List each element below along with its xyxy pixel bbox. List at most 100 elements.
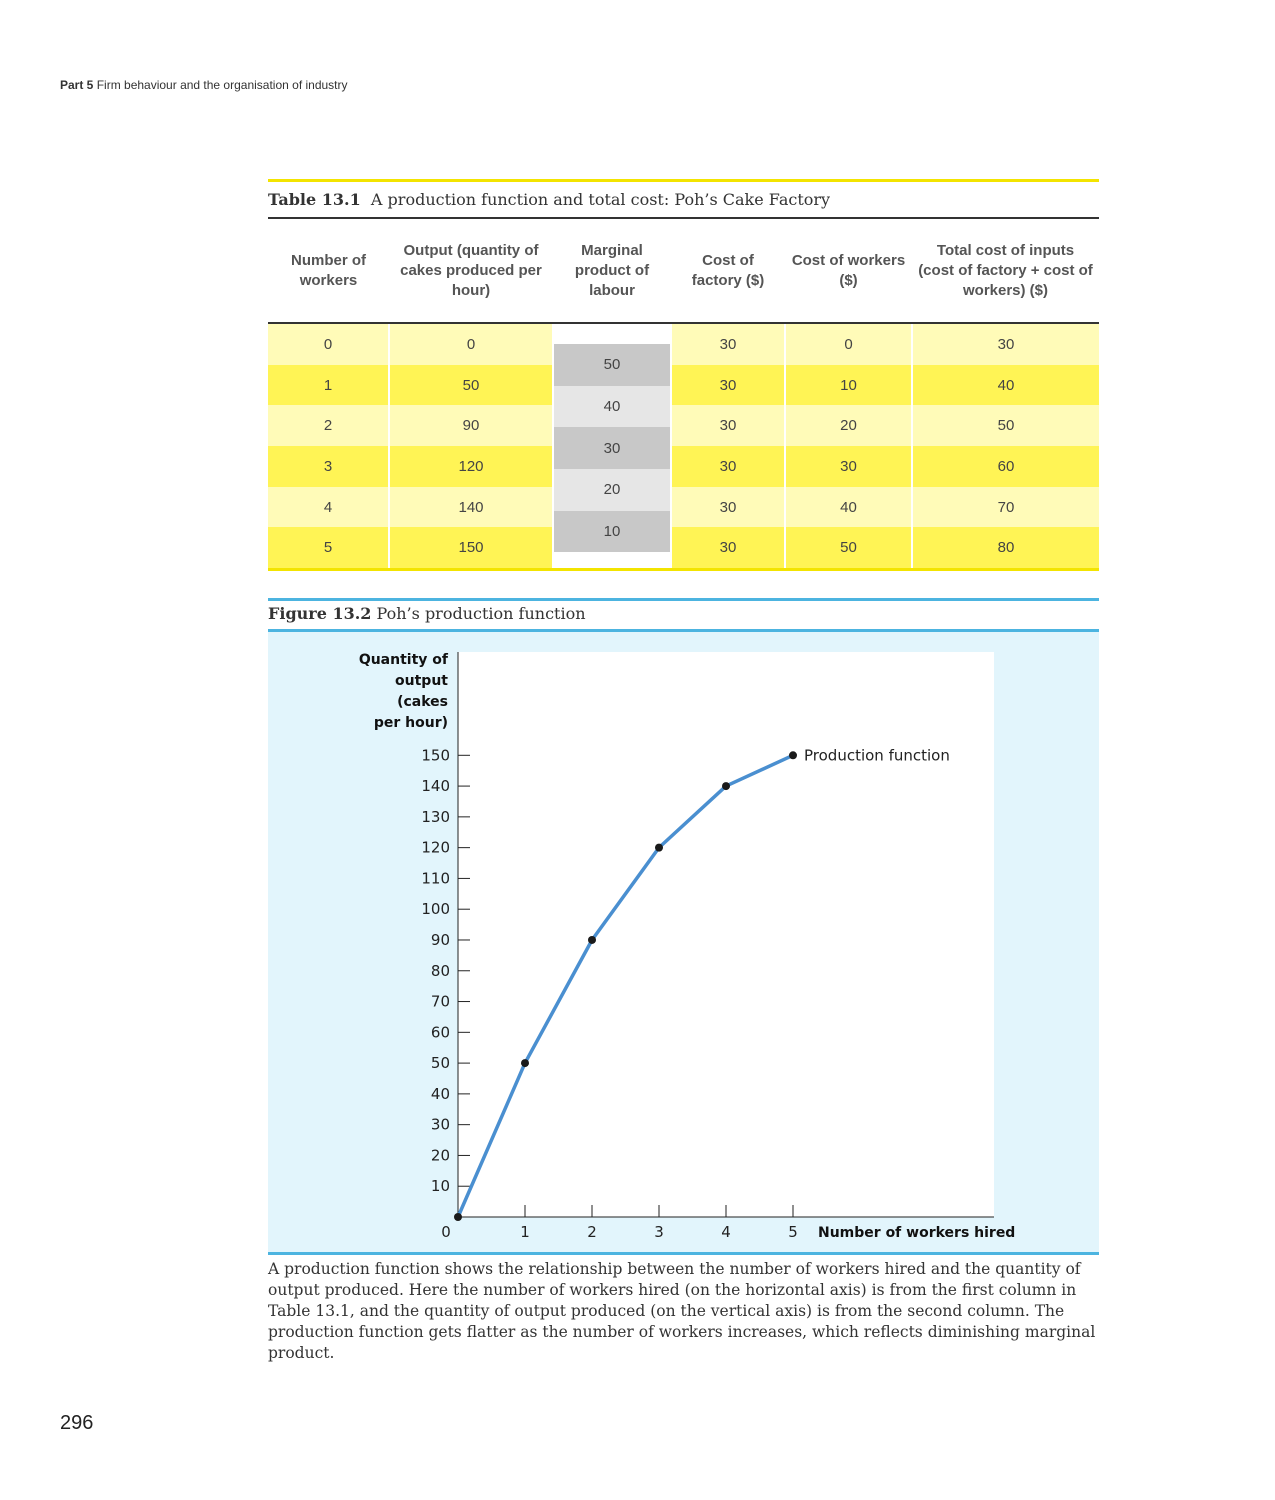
x-tick-label: 1 bbox=[520, 1223, 530, 1241]
cell-factory-cost: 30 bbox=[671, 527, 786, 569]
x-tick-label: 2 bbox=[587, 1223, 597, 1241]
running-head: Part 5 Firm behaviour and the organisati… bbox=[60, 78, 348, 92]
cell-marginal-product bbox=[553, 364, 672, 406]
data-point bbox=[588, 935, 596, 944]
cell-workers: 2 bbox=[268, 405, 390, 447]
cell-workers: 4 bbox=[268, 486, 390, 528]
cell-factory-cost: 30 bbox=[671, 446, 786, 487]
cell-output: 150 bbox=[389, 527, 554, 569]
cell-marginal-product bbox=[553, 446, 672, 487]
series-line bbox=[456, 753, 794, 1218]
y-tick-label: 20 bbox=[431, 1146, 450, 1164]
table-title: A production function and total cost: Po… bbox=[370, 190, 831, 209]
y-axis-label: per hour) bbox=[374, 715, 448, 731]
cell-worker-cost: 20 bbox=[785, 405, 913, 447]
table-row: 2 90 30 20 50 bbox=[268, 405, 1099, 447]
table-label: Table 13.1 bbox=[268, 190, 361, 209]
cell-total-cost: 30 bbox=[912, 323, 1099, 365]
cell-marginal-product bbox=[553, 405, 672, 447]
y-tick-label: 80 bbox=[431, 962, 450, 980]
header-total-cost: Total cost of inputs (cost of factory + … bbox=[912, 219, 1099, 324]
table-caption: Table 13.1 A production function and tot… bbox=[268, 182, 1099, 219]
cell-marginal-product bbox=[553, 486, 672, 528]
cell-factory-cost: 30 bbox=[671, 364, 786, 406]
y-axis-label: (cakes bbox=[397, 694, 448, 710]
production-function-chart: 10 20 30 40 50 60 70 80 90 100 110 120 130 140 150 0 1 2 3… bbox=[359, 652, 1015, 1241]
cell-workers: 1 bbox=[268, 364, 390, 406]
production-table: Number of workers Output (quantity of ca… bbox=[268, 219, 1099, 569]
cell-workers: 5 bbox=[268, 527, 390, 569]
cell-total-cost: 60 bbox=[912, 446, 1099, 487]
table-row: 3 120 30 30 60 bbox=[268, 446, 1099, 487]
part-label: Part 5 bbox=[60, 78, 94, 92]
figure-13-2: Figure 13.2 Poh’s production function 10… bbox=[268, 598, 1099, 1255]
data-point bbox=[789, 751, 797, 760]
page-number: 296 bbox=[60, 1412, 94, 1434]
y-tick-label: 130 bbox=[421, 808, 450, 826]
data-point bbox=[521, 1059, 529, 1068]
cell-output: 50 bbox=[389, 364, 554, 406]
table-13-1: Table 13.1 A production function and tot… bbox=[268, 179, 1099, 572]
cell-output: 120 bbox=[389, 446, 554, 487]
data-point bbox=[454, 1213, 462, 1221]
cell-worker-cost: 50 bbox=[785, 527, 913, 569]
cell-output: 90 bbox=[389, 405, 554, 447]
x-tick-label: 5 bbox=[788, 1223, 798, 1241]
figure-top-rule bbox=[268, 598, 1099, 601]
cell-workers: 0 bbox=[268, 323, 390, 365]
cell-total-cost: 50 bbox=[912, 405, 1099, 447]
y-tick-label: 50 bbox=[431, 1054, 450, 1072]
cell-factory-cost: 30 bbox=[671, 405, 786, 447]
plot-area bbox=[458, 652, 994, 1217]
table-top-rule bbox=[268, 179, 1099, 182]
y-tick-label: 120 bbox=[421, 839, 450, 857]
cell-worker-cost: 30 bbox=[785, 446, 913, 487]
x-tick-label: 0 bbox=[441, 1223, 451, 1241]
header-workers: Number of workers bbox=[268, 219, 389, 324]
figure-note: A production function shows the relation… bbox=[268, 1260, 1096, 1362]
y-tick-label: 140 bbox=[421, 777, 450, 795]
cell-factory-cost: 30 bbox=[671, 486, 786, 528]
cell-total-cost: 80 bbox=[912, 527, 1099, 569]
data-point bbox=[655, 843, 663, 852]
x-tick-label: 4 bbox=[721, 1223, 731, 1241]
header-factory-cost: Cost of factory ($) bbox=[671, 219, 785, 324]
cell-total-cost: 40 bbox=[912, 364, 1099, 406]
y-tick-label: 10 bbox=[431, 1177, 450, 1195]
y-tick-label: 100 bbox=[421, 900, 450, 918]
cell-output: 0 bbox=[389, 323, 554, 365]
cell-worker-cost: 0 bbox=[785, 323, 913, 365]
header-marginal-product: Marginal product of labour bbox=[553, 219, 671, 324]
y-tick-label: 60 bbox=[431, 1023, 450, 1041]
figure-panel: 10 20 30 40 50 60 70 80 90 100 110 120 130 140 150 0 1 2 3… bbox=[268, 632, 1099, 1255]
y-axis-label: output bbox=[395, 673, 448, 689]
header-output: Output (quantity of cakes produced per h… bbox=[389, 219, 553, 324]
data-point bbox=[722, 782, 730, 791]
part-title: Firm behaviour and the organisation of i… bbox=[96, 78, 348, 92]
table-row: 4 140 30 40 70 bbox=[268, 486, 1099, 528]
cell-worker-cost: 40 bbox=[785, 486, 913, 528]
y-tick-label: 90 bbox=[431, 931, 450, 949]
cell-total-cost: 70 bbox=[912, 486, 1099, 528]
figure-caption: Figure 13.2 Poh’s production function bbox=[268, 601, 1099, 632]
cell-workers: 3 bbox=[268, 446, 390, 487]
series-label: Production function bbox=[804, 746, 950, 764]
y-tick-label: 110 bbox=[421, 869, 450, 887]
table-row: 1 50 30 10 40 bbox=[268, 364, 1099, 406]
table-row: 0 0 30 0 30 bbox=[268, 323, 1099, 365]
cell-factory-cost: 30 bbox=[671, 323, 786, 365]
header-worker-cost: Cost of workers ($) bbox=[785, 219, 912, 324]
table-bottom-rule bbox=[268, 568, 1099, 572]
cell-worker-cost: 10 bbox=[785, 364, 913, 406]
table-row: 5 150 30 50 80 bbox=[268, 527, 1099, 569]
figure-title: Poh’s production function bbox=[376, 604, 586, 623]
x-tick-label: 3 bbox=[654, 1223, 664, 1241]
y-tick-label: 150 bbox=[421, 746, 450, 764]
table-header-row: Number of workers Output (quantity of ca… bbox=[268, 219, 1099, 324]
y-tick-label: 40 bbox=[431, 1085, 450, 1103]
cell-output: 140 bbox=[389, 486, 554, 528]
y-tick-label: 30 bbox=[431, 1116, 450, 1134]
cell-marginal-product bbox=[553, 527, 672, 569]
y-tick-label: 70 bbox=[431, 993, 450, 1011]
cell-marginal-product bbox=[553, 323, 672, 365]
